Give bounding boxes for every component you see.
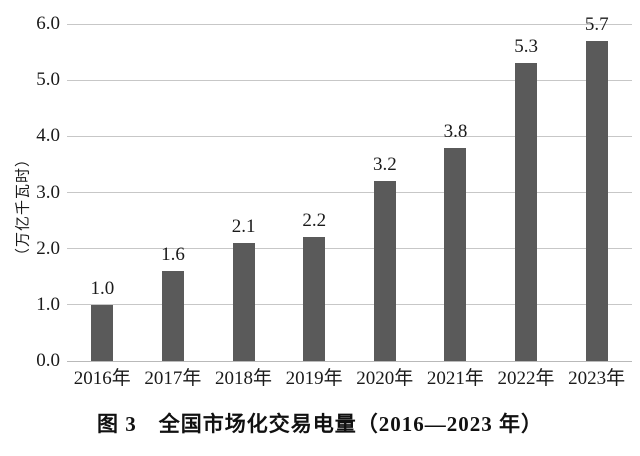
bar-value-label: 1.6	[161, 244, 185, 266]
y-tick-label: 4.0	[36, 125, 60, 147]
x-tick-label: 2017年	[144, 368, 202, 389]
x-tick-label: 2016年	[73, 368, 131, 389]
bar-value-label: 3.8	[443, 120, 468, 142]
gridline	[67, 135, 632, 137]
bar-value-label: 2.2	[302, 210, 327, 232]
x-tick-label: 2022年	[497, 368, 555, 389]
bar-2019年	[303, 237, 326, 361]
bar-2023年	[585, 40, 608, 361]
gridline	[67, 360, 632, 362]
bar-value-label: 2.1	[231, 216, 256, 238]
gridline	[67, 248, 632, 250]
bar-value-label: 5.3	[514, 36, 538, 58]
gridline	[67, 79, 632, 81]
x-tick-label: 2023年	[568, 368, 626, 389]
bar-2021年	[444, 147, 467, 361]
bar-2020年	[373, 181, 396, 361]
y-tick-label: 6.0	[36, 13, 60, 34]
gridline	[67, 23, 632, 25]
x-tick-label: 2019年	[285, 368, 343, 389]
y-tick-label: 5.0	[36, 69, 60, 91]
y-tick-label: 1.0	[36, 293, 60, 315]
bar-2016年	[91, 304, 114, 361]
figure-caption: 图 3 全国市场化交易电量（2016—2023 年）	[97, 412, 543, 436]
x-tick-label: 2020年	[356, 368, 414, 389]
gridline	[67, 192, 632, 193]
bar-2017年	[161, 271, 184, 361]
y-tick-label: 2.0	[36, 237, 60, 259]
gridline	[67, 304, 632, 306]
x-tick-label: 2021年	[426, 368, 484, 389]
bar-value-label: 1.0	[90, 277, 115, 299]
bar-2018年	[232, 243, 255, 361]
bar-value-label: 3.2	[372, 154, 397, 176]
bar-2022年	[515, 63, 538, 361]
bar-value-label: 5.7	[584, 13, 609, 35]
y-tick-label: 3.0	[36, 181, 60, 203]
y-tick-label: 0.0	[36, 350, 60, 371]
x-tick-label: 2018年	[215, 368, 273, 389]
